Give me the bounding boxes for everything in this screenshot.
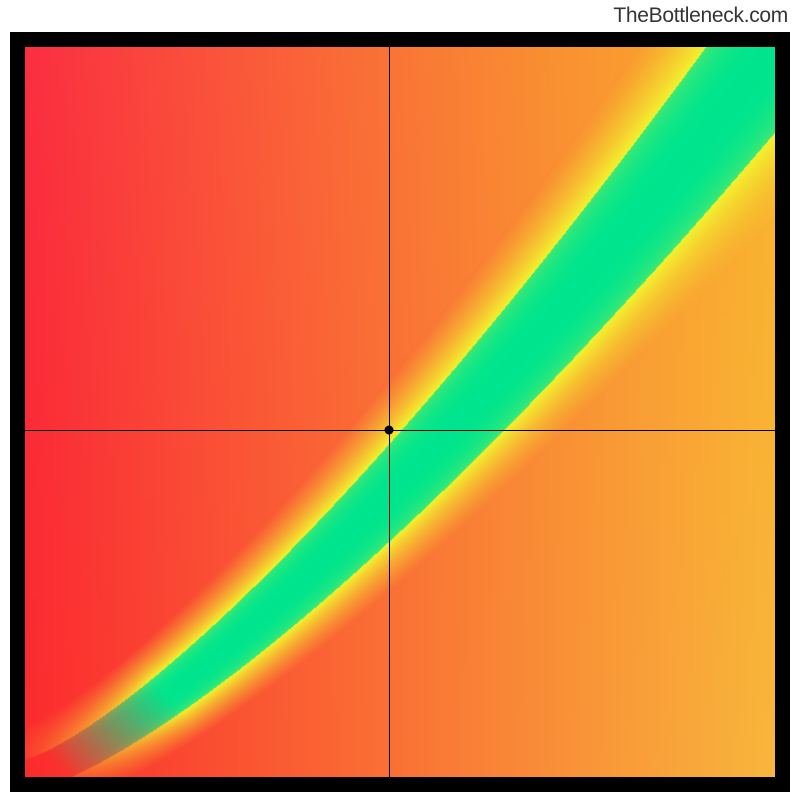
marker-dot (384, 426, 393, 435)
crosshair-horizontal (25, 430, 775, 431)
chart-container: TheBottleneck.com (0, 0, 800, 800)
crosshair-vertical (389, 47, 390, 777)
heatmap-canvas (25, 47, 775, 777)
chart-frame (10, 32, 790, 792)
plot-area (25, 47, 775, 777)
watermark-text: TheBottleneck.com (613, 4, 788, 28)
